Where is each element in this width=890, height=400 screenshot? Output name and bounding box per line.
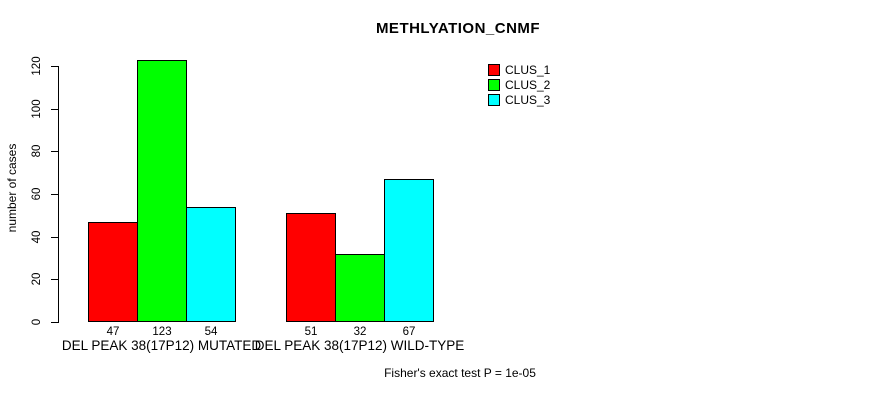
y-tick-label: 40 bbox=[31, 230, 43, 244]
chart-title: METHLYATION_CNMF bbox=[375, 20, 541, 37]
y-tick-mark bbox=[51, 66, 58, 67]
legend-label: CLUS_2 bbox=[505, 78, 551, 92]
y-tick-mark bbox=[51, 279, 58, 281]
y-tick-label: 120 bbox=[31, 56, 43, 76]
y-axis-label: number of cases bbox=[5, 143, 19, 233]
y-tick-mark bbox=[51, 108, 58, 110]
bar-value-label: 67 bbox=[402, 326, 416, 338]
bar-value-label: 123 bbox=[152, 326, 172, 338]
legend-swatch-clus_1 bbox=[488, 64, 500, 76]
bar-clus_1 bbox=[286, 213, 336, 322]
footer-note: Fisher's exact test P = 1e-05 bbox=[384, 366, 536, 380]
y-tick-mark bbox=[51, 236, 58, 238]
bar-clus_3 bbox=[186, 207, 236, 322]
y-tick-mark bbox=[51, 322, 58, 323]
bar-clus_3 bbox=[384, 179, 434, 322]
category-label: DEL PEAK 38(17P12) MUTATED bbox=[61, 338, 262, 353]
y-tick-label: 20 bbox=[31, 272, 43, 286]
y-tick-mark bbox=[51, 151, 58, 153]
legend-swatch-clus_3 bbox=[488, 94, 500, 106]
y-tick-mark bbox=[51, 194, 58, 195]
legend-swatch-clus_2 bbox=[488, 79, 500, 91]
bar-value-label: 32 bbox=[353, 326, 367, 338]
y-tick-label: 80 bbox=[31, 144, 43, 158]
bar-clus_2 bbox=[137, 60, 187, 322]
legend-label: CLUS_3 bbox=[505, 93, 551, 107]
bar-value-label: 47 bbox=[106, 326, 120, 338]
legend-label: CLUS_1 bbox=[505, 63, 551, 77]
y-tick-label: 0 bbox=[31, 318, 43, 326]
y-tick-label: 100 bbox=[31, 99, 43, 119]
y-axis-line bbox=[58, 66, 59, 323]
y-tick-label: 60 bbox=[31, 187, 43, 201]
category-label: DEL PEAK 38(17P12) WILD-TYPE bbox=[254, 338, 465, 353]
bar-value-label: 54 bbox=[204, 326, 218, 338]
bar-clus_1 bbox=[88, 222, 138, 322]
bar-value-label: 51 bbox=[304, 326, 318, 338]
bar-clus_2 bbox=[335, 254, 385, 322]
